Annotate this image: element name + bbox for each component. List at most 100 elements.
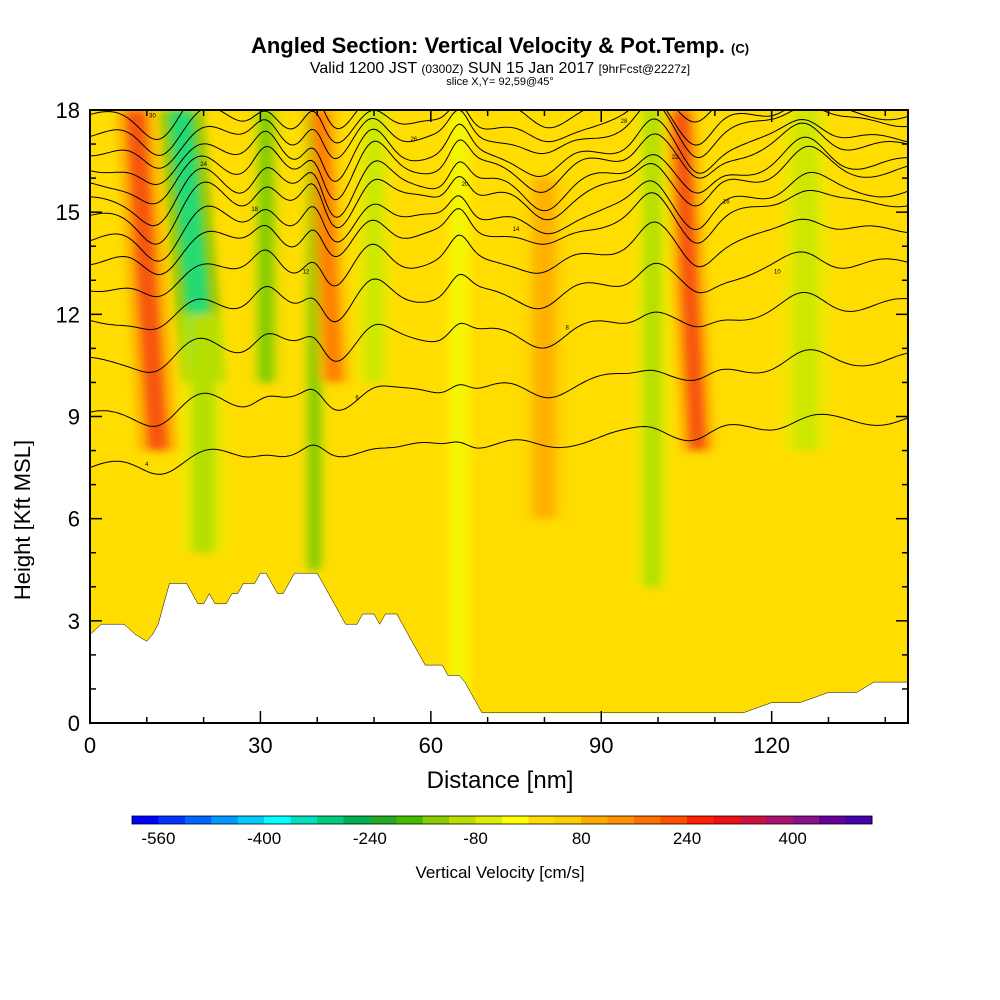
theta-contours: 4 6 8 10 12 14 16 18 20 22 24 26 28 30 <box>90 110 908 475</box>
colorbar-frame <box>131 815 873 825</box>
colorbar-tick-label: 400 <box>779 829 807 848</box>
velocity-band-halo <box>180 314 227 553</box>
colorbar-swatch <box>581 816 609 824</box>
valid-date: SUN 15 Jan 2017 <box>467 60 595 77</box>
colorbar-swatch <box>475 816 503 824</box>
colorbar-swatch <box>792 816 820 824</box>
valid-zulu: (0300Z) <box>421 62 464 76</box>
theta-contour <box>90 136 908 227</box>
velocity-band-halo <box>115 110 179 451</box>
valid-time: Valid 1200 JST (0300Z) SUN 15 Jan 2017 [… <box>0 61 1000 77</box>
theta-contour-label: 14 <box>513 227 520 233</box>
theta-contour-label: 4 <box>145 462 149 468</box>
chart-title: Angled Section: Vertical Velocity & Pot.… <box>0 34 1000 61</box>
chart-title-text: Angled Section: Vertical Velocity & Pot.… <box>250 33 725 58</box>
y-tick-label: 0 <box>68 711 80 736</box>
velocity-band-halo <box>447 110 471 723</box>
colorbar-swatch <box>739 816 767 824</box>
chart-title-tag: (C) <box>731 41 750 56</box>
colorbar-swatch <box>343 816 371 824</box>
theta-contour <box>90 122 908 205</box>
colorbar-swatch <box>713 816 741 824</box>
theta-contour <box>90 251 908 331</box>
colorbar-tick-label: -400 <box>247 829 281 848</box>
theta-contour-label: 30 <box>149 113 156 119</box>
colorbar-swatch <box>158 816 186 824</box>
theta-contour-label: 18 <box>251 207 258 213</box>
colorbar-swatch <box>184 816 212 824</box>
colorbar-swatch <box>502 816 529 824</box>
velocity-band-halo <box>356 110 392 383</box>
theta-contour-label: 6 <box>355 395 359 401</box>
colorbar-tick-label: -560 <box>141 829 175 848</box>
y-tick-label: 15 <box>56 200 80 225</box>
x-tick-label: 60 <box>419 733 443 758</box>
colorbar-swatch <box>211 816 239 824</box>
y-tick-label: 6 <box>68 507 80 532</box>
velocity-band-halo <box>635 110 670 587</box>
theta-contour-label: 8 <box>565 326 569 332</box>
colorbar-swatch <box>687 816 714 824</box>
colorbar-swatch <box>766 816 794 824</box>
colorbar-title: Vertical Velocity [cm/s] <box>415 863 585 882</box>
colorbar-swatch <box>290 816 318 824</box>
y-tick-label: 9 <box>68 405 80 430</box>
colorbar-swatch <box>449 816 477 824</box>
theta-contour-label: 24 <box>200 162 207 168</box>
y-tick-label: 3 <box>68 609 80 634</box>
y-axis-label: Height [Kft MSL] <box>10 440 34 600</box>
velocity-band-halo <box>251 110 281 383</box>
theta-contour-label: 20 <box>462 182 469 188</box>
theta-contour-label: 10 <box>774 270 781 276</box>
velocity-band-halo <box>783 110 829 451</box>
theta-contour-label: 16 <box>723 199 730 205</box>
colorbar-swatch <box>422 816 450 824</box>
colorbar-swatch <box>264 816 292 824</box>
x-tick-label: 90 <box>589 733 613 758</box>
theta-contour-label: 22 <box>672 155 679 161</box>
y-tick-label: 12 <box>56 302 80 327</box>
forecast-info: [9hrFcst@2227z] <box>598 62 691 76</box>
colorbar-swatch <box>660 816 688 824</box>
y-tick-label: 18 <box>56 98 80 123</box>
velocity-band-halo <box>303 110 352 383</box>
valid-prefix: Valid 1200 JST <box>309 60 417 77</box>
colorbar-swatch <box>132 816 159 824</box>
theta-contour <box>90 292 908 373</box>
colorbar-tick-label: 80 <box>572 829 591 848</box>
theta-contour <box>90 218 908 298</box>
colorbar-tick-label: -80 <box>463 829 488 848</box>
x-tick-label: 30 <box>248 733 272 758</box>
colorbar-tick-label: 240 <box>673 829 701 848</box>
theta-contour <box>90 145 908 245</box>
colorbar: -560 -400 -240 -80 80 240 400 <box>131 815 873 848</box>
colorbar-swatch <box>396 816 424 824</box>
colorbar-swatch <box>607 816 635 824</box>
y-axis-title: Height [Kft MSL] <box>10 440 34 600</box>
x-tick-label: 120 <box>753 733 790 758</box>
velocity-band-halo <box>663 110 715 451</box>
theta-contour <box>90 413 908 475</box>
colorbar-swatch <box>317 816 344 824</box>
colorbar-tick-label: -240 <box>353 829 387 848</box>
colorbar-swatch <box>819 816 847 824</box>
theta-contour <box>90 118 908 186</box>
x-axis-title: Distance [nm] <box>426 767 574 794</box>
theta-contour-label: 28 <box>621 119 628 125</box>
theta-contour <box>90 349 908 427</box>
colorbar-swatch <box>528 816 556 824</box>
colorbar-swatch <box>845 816 873 824</box>
slice-info: slice X,Y= 92,59@45° <box>446 76 554 88</box>
colorbar-swatch <box>369 816 397 824</box>
theta-contour <box>90 190 908 276</box>
theta-contour-label: 26 <box>410 137 417 143</box>
x-tick-label: 0 <box>84 733 96 758</box>
x-axis-ticks: 0 30 60 90 120 <box>84 110 887 758</box>
chart-title-block: Angled Section: Vertical Velocity & Pot.… <box>0 34 1000 88</box>
terrain-mask <box>89 572 909 724</box>
y-axis-ticks: 0 3 6 9 12 15 18 <box>56 98 908 736</box>
colorbar-swatch <box>554 816 582 824</box>
theta-contour <box>90 171 908 262</box>
theta-contour-label: 12 <box>303 270 310 276</box>
